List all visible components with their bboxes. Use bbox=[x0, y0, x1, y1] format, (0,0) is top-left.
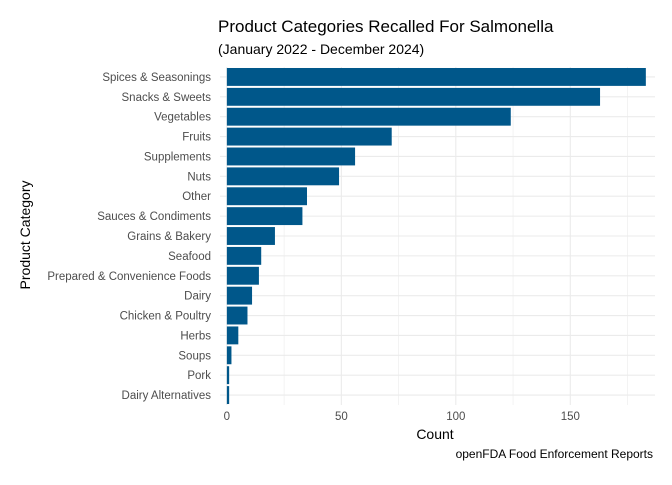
y-tick-label: Seafood bbox=[168, 251, 211, 263]
x-tick-label: 50 bbox=[335, 411, 348, 423]
y-tick-label: Pork bbox=[187, 370, 211, 382]
bar bbox=[226, 107, 511, 126]
x-tick-label: 150 bbox=[561, 411, 580, 423]
y-tick-label: Vegetables bbox=[154, 112, 211, 124]
y-tick-label: Prepared & Convenience Foods bbox=[47, 271, 211, 283]
bar bbox=[226, 167, 340, 186]
y-tick-label: Herbs bbox=[180, 330, 211, 342]
x-tick-label: 0 bbox=[224, 411, 230, 423]
y-tick-label: Chicken & Poultry bbox=[120, 311, 212, 323]
chart-subtitle: (January 2022 - December 2024) bbox=[218, 41, 424, 57]
chart-title: Product Categories Recalled For Salmonel… bbox=[218, 17, 554, 36]
x-axis-title: Count bbox=[416, 426, 453, 442]
bar bbox=[226, 246, 262, 265]
y-tick-label: Other bbox=[182, 191, 211, 203]
y-tick-label: Nuts bbox=[187, 171, 211, 183]
y-tick-label: Dairy Alternatives bbox=[122, 390, 212, 402]
bar bbox=[226, 386, 230, 405]
bar bbox=[226, 346, 232, 365]
bar bbox=[226, 286, 253, 305]
y-axis-title: Product Category bbox=[17, 181, 33, 290]
y-tick-label: Grains & Bakery bbox=[127, 231, 211, 243]
y-tick-label: Dairy bbox=[184, 291, 211, 303]
y-tick-label: Supplements bbox=[144, 151, 211, 163]
x-tick-label: 100 bbox=[446, 411, 465, 423]
bar bbox=[226, 87, 601, 106]
bar bbox=[226, 67, 646, 86]
bar bbox=[226, 147, 356, 166]
y-tick-label: Soups bbox=[178, 350, 211, 362]
bar bbox=[226, 227, 275, 245]
bar bbox=[226, 266, 259, 285]
y-tick-label: Snacks & Sweets bbox=[122, 92, 212, 104]
y-tick-labels: Spices & Seasonings Snacks & Sweets Vegeta… bbox=[47, 72, 211, 402]
y-tick-label: Sauces & Condiments bbox=[97, 211, 211, 223]
bar bbox=[226, 187, 307, 206]
bar bbox=[226, 366, 230, 385]
x-tick-labels: 0 50 100 150 bbox=[224, 411, 580, 423]
bar bbox=[226, 207, 303, 226]
bar bbox=[226, 306, 248, 325]
bar bbox=[226, 326, 239, 345]
y-tick-label: Fruits bbox=[182, 132, 211, 144]
bar bbox=[226, 127, 392, 146]
y-tick-label: Spices & Seasonings bbox=[102, 72, 211, 84]
bars-layer bbox=[226, 67, 646, 405]
chart-caption: openFDA Food Enforcement Reports bbox=[456, 447, 653, 461]
